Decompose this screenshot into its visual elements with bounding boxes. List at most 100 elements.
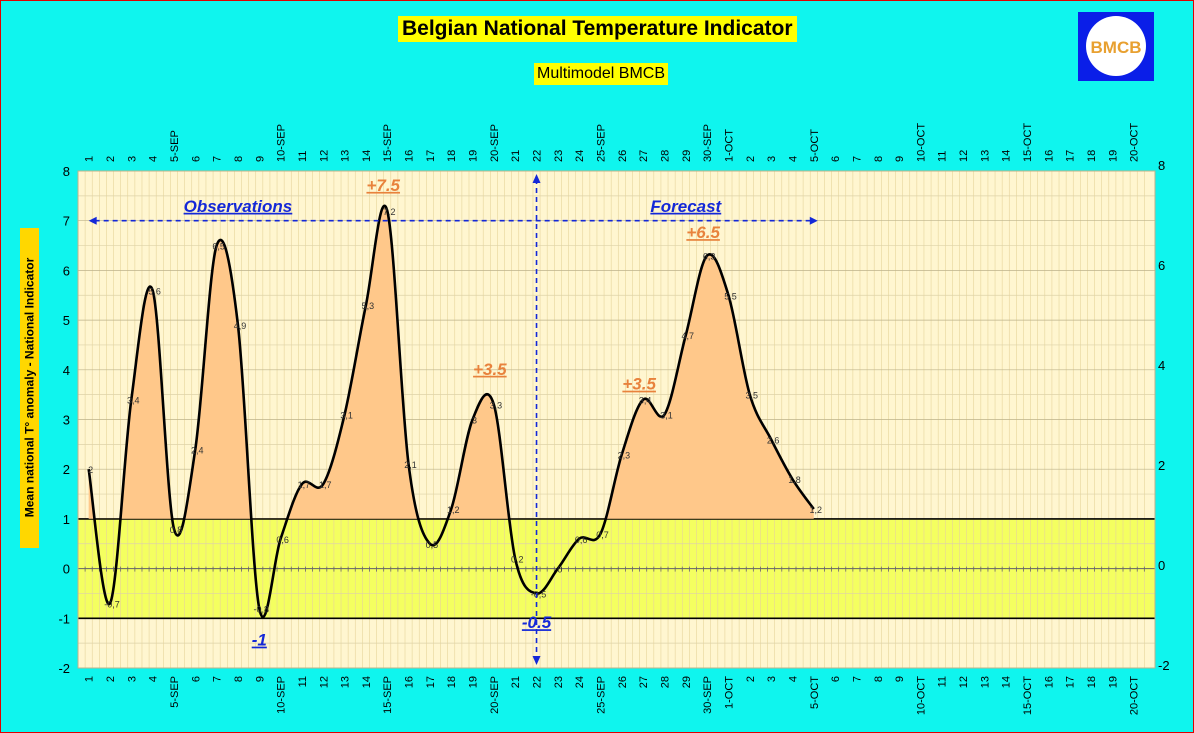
x-tick-top: 10-SEP <box>276 124 288 162</box>
data-label: 3,3 <box>490 401 503 411</box>
x-tick-top: 16 <box>1043 150 1055 162</box>
data-label: 6,3 <box>703 251 716 261</box>
x-tick-top: 1 <box>84 156 96 162</box>
y-tick-right: 8 <box>1158 158 1165 173</box>
data-label: -0,5 <box>531 589 547 599</box>
x-tick-bottom: 9 <box>894 676 906 682</box>
x-tick-bottom: 17 <box>425 676 437 688</box>
x-tick-top: 2 <box>105 156 117 162</box>
data-label: 0,6 <box>575 535 588 545</box>
x-tick-bottom: 16 <box>404 676 416 688</box>
x-tick-top: 22 <box>532 150 544 162</box>
x-tick-top: 9 <box>254 156 266 162</box>
data-label: 5,3 <box>362 301 375 311</box>
x-tick-top: 20-OCT <box>1129 123 1141 162</box>
x-tick-bottom: 11 <box>297 676 309 687</box>
y-tick-right: -2 <box>1158 658 1170 673</box>
x-tick-bottom: 13 <box>979 676 991 688</box>
x-tick-top: 19 <box>468 150 480 162</box>
data-label: 3,4 <box>127 396 140 406</box>
x-tick-bottom: 3 <box>766 676 778 682</box>
x-tick-top: 9 <box>894 156 906 162</box>
obs-arrow-left <box>88 216 97 225</box>
x-tick-bottom: 5-SEP <box>169 676 181 708</box>
x-tick-top: 14 <box>361 150 373 162</box>
x-tick-bottom: 15-OCT <box>1022 676 1034 715</box>
trough-annotation: -0.5 <box>522 613 552 632</box>
x-tick-bottom: 19 <box>1107 676 1119 688</box>
data-label: 3,1 <box>660 411 673 421</box>
x-tick-bottom: 29 <box>681 676 693 688</box>
x-tick-bottom: 8 <box>233 676 245 682</box>
x-tick-bottom: 20-SEP <box>489 676 501 714</box>
y-tick-left: 5 <box>63 313 70 328</box>
x-tick-bottom: 2 <box>105 676 117 682</box>
x-tick-top: 5-SEP <box>169 130 181 162</box>
data-label: 3,1 <box>340 411 353 421</box>
data-label: 0,8 <box>170 525 183 535</box>
x-tick-top: 12 <box>958 150 970 162</box>
x-tick-bottom: 26 <box>617 676 629 688</box>
data-label: 1,8 <box>788 475 801 485</box>
x-tick-top: 21 <box>510 150 522 162</box>
x-tick-bottom: 1 <box>84 676 96 682</box>
divider-arrow-bottom <box>532 656 541 665</box>
x-tick-bottom: 27 <box>638 676 650 688</box>
forecast-label: Forecast <box>650 197 722 216</box>
data-label: 1,2 <box>810 505 823 515</box>
x-tick-bottom: 24 <box>574 676 586 688</box>
data-label: 0 <box>557 565 562 575</box>
x-tick-bottom: 9 <box>254 676 266 682</box>
data-label: 2 <box>88 465 93 475</box>
x-tick-bottom: 8 <box>873 676 885 682</box>
y-tick-left: 0 <box>63 562 70 577</box>
data-label: 3,4 <box>639 396 652 406</box>
data-label: 1,2 <box>447 505 460 515</box>
data-label: 5,5 <box>724 291 737 301</box>
x-tick-bottom: 4 <box>148 676 160 682</box>
x-tick-top: 13 <box>340 150 352 162</box>
data-label: 7,2 <box>383 207 396 217</box>
x-tick-bottom: 1-OCT <box>723 676 735 709</box>
x-tick-top: 15-OCT <box>1022 123 1034 162</box>
y-axis-label-box: Mean national T° anomaly - National Indi… <box>20 228 39 548</box>
x-tick-bottom: 15-SEP <box>382 676 394 714</box>
data-label: 3 <box>472 416 477 426</box>
y-tick-left: -2 <box>58 661 70 676</box>
x-tick-top: 6 <box>190 156 202 162</box>
y-tick-left: 1 <box>63 512 70 527</box>
x-tick-top: 29 <box>681 150 693 162</box>
x-tick-bottom: 16 <box>1043 676 1055 688</box>
data-label: 5,6 <box>148 286 161 296</box>
data-label: 0,7 <box>596 530 609 540</box>
chart-title: Belgian National Temperature Indicator <box>398 16 797 42</box>
x-tick-top: 18 <box>446 150 458 162</box>
peak-annotation: +3.5 <box>622 375 656 394</box>
x-tick-top: 24 <box>574 150 586 162</box>
x-tick-bottom: 19 <box>468 676 480 688</box>
y-tick-left: 2 <box>63 462 70 477</box>
x-tick-bottom: 28 <box>659 676 671 688</box>
x-tick-bottom: 14 <box>1001 676 1013 688</box>
x-tick-bottom: 13 <box>340 676 352 688</box>
data-label: 1,7 <box>298 480 311 490</box>
data-label: 6,5 <box>212 242 225 252</box>
x-tick-bottom: 14 <box>361 676 373 688</box>
data-label: 1,7 <box>319 480 332 490</box>
y-tick-left: 3 <box>63 413 70 428</box>
x-tick-top: 20-SEP <box>489 124 501 162</box>
x-tick-top: 4 <box>148 156 160 162</box>
x-tick-bottom: 7 <box>212 676 224 682</box>
logo-disc <box>1086 16 1146 76</box>
peak-annotation: +6.5 <box>686 223 720 242</box>
x-tick-bottom: 6 <box>830 676 842 682</box>
y-tick-right: 6 <box>1158 258 1165 273</box>
x-tick-top: 14 <box>1001 150 1013 162</box>
x-tick-top: 23 <box>553 150 565 162</box>
logo-text: BMCB <box>1090 38 1142 57</box>
data-label: 2,6 <box>767 435 780 445</box>
y-tick-left: 6 <box>63 263 70 278</box>
data-label: -0,8 <box>254 604 270 614</box>
x-tick-bottom: 10-SEP <box>276 676 288 714</box>
